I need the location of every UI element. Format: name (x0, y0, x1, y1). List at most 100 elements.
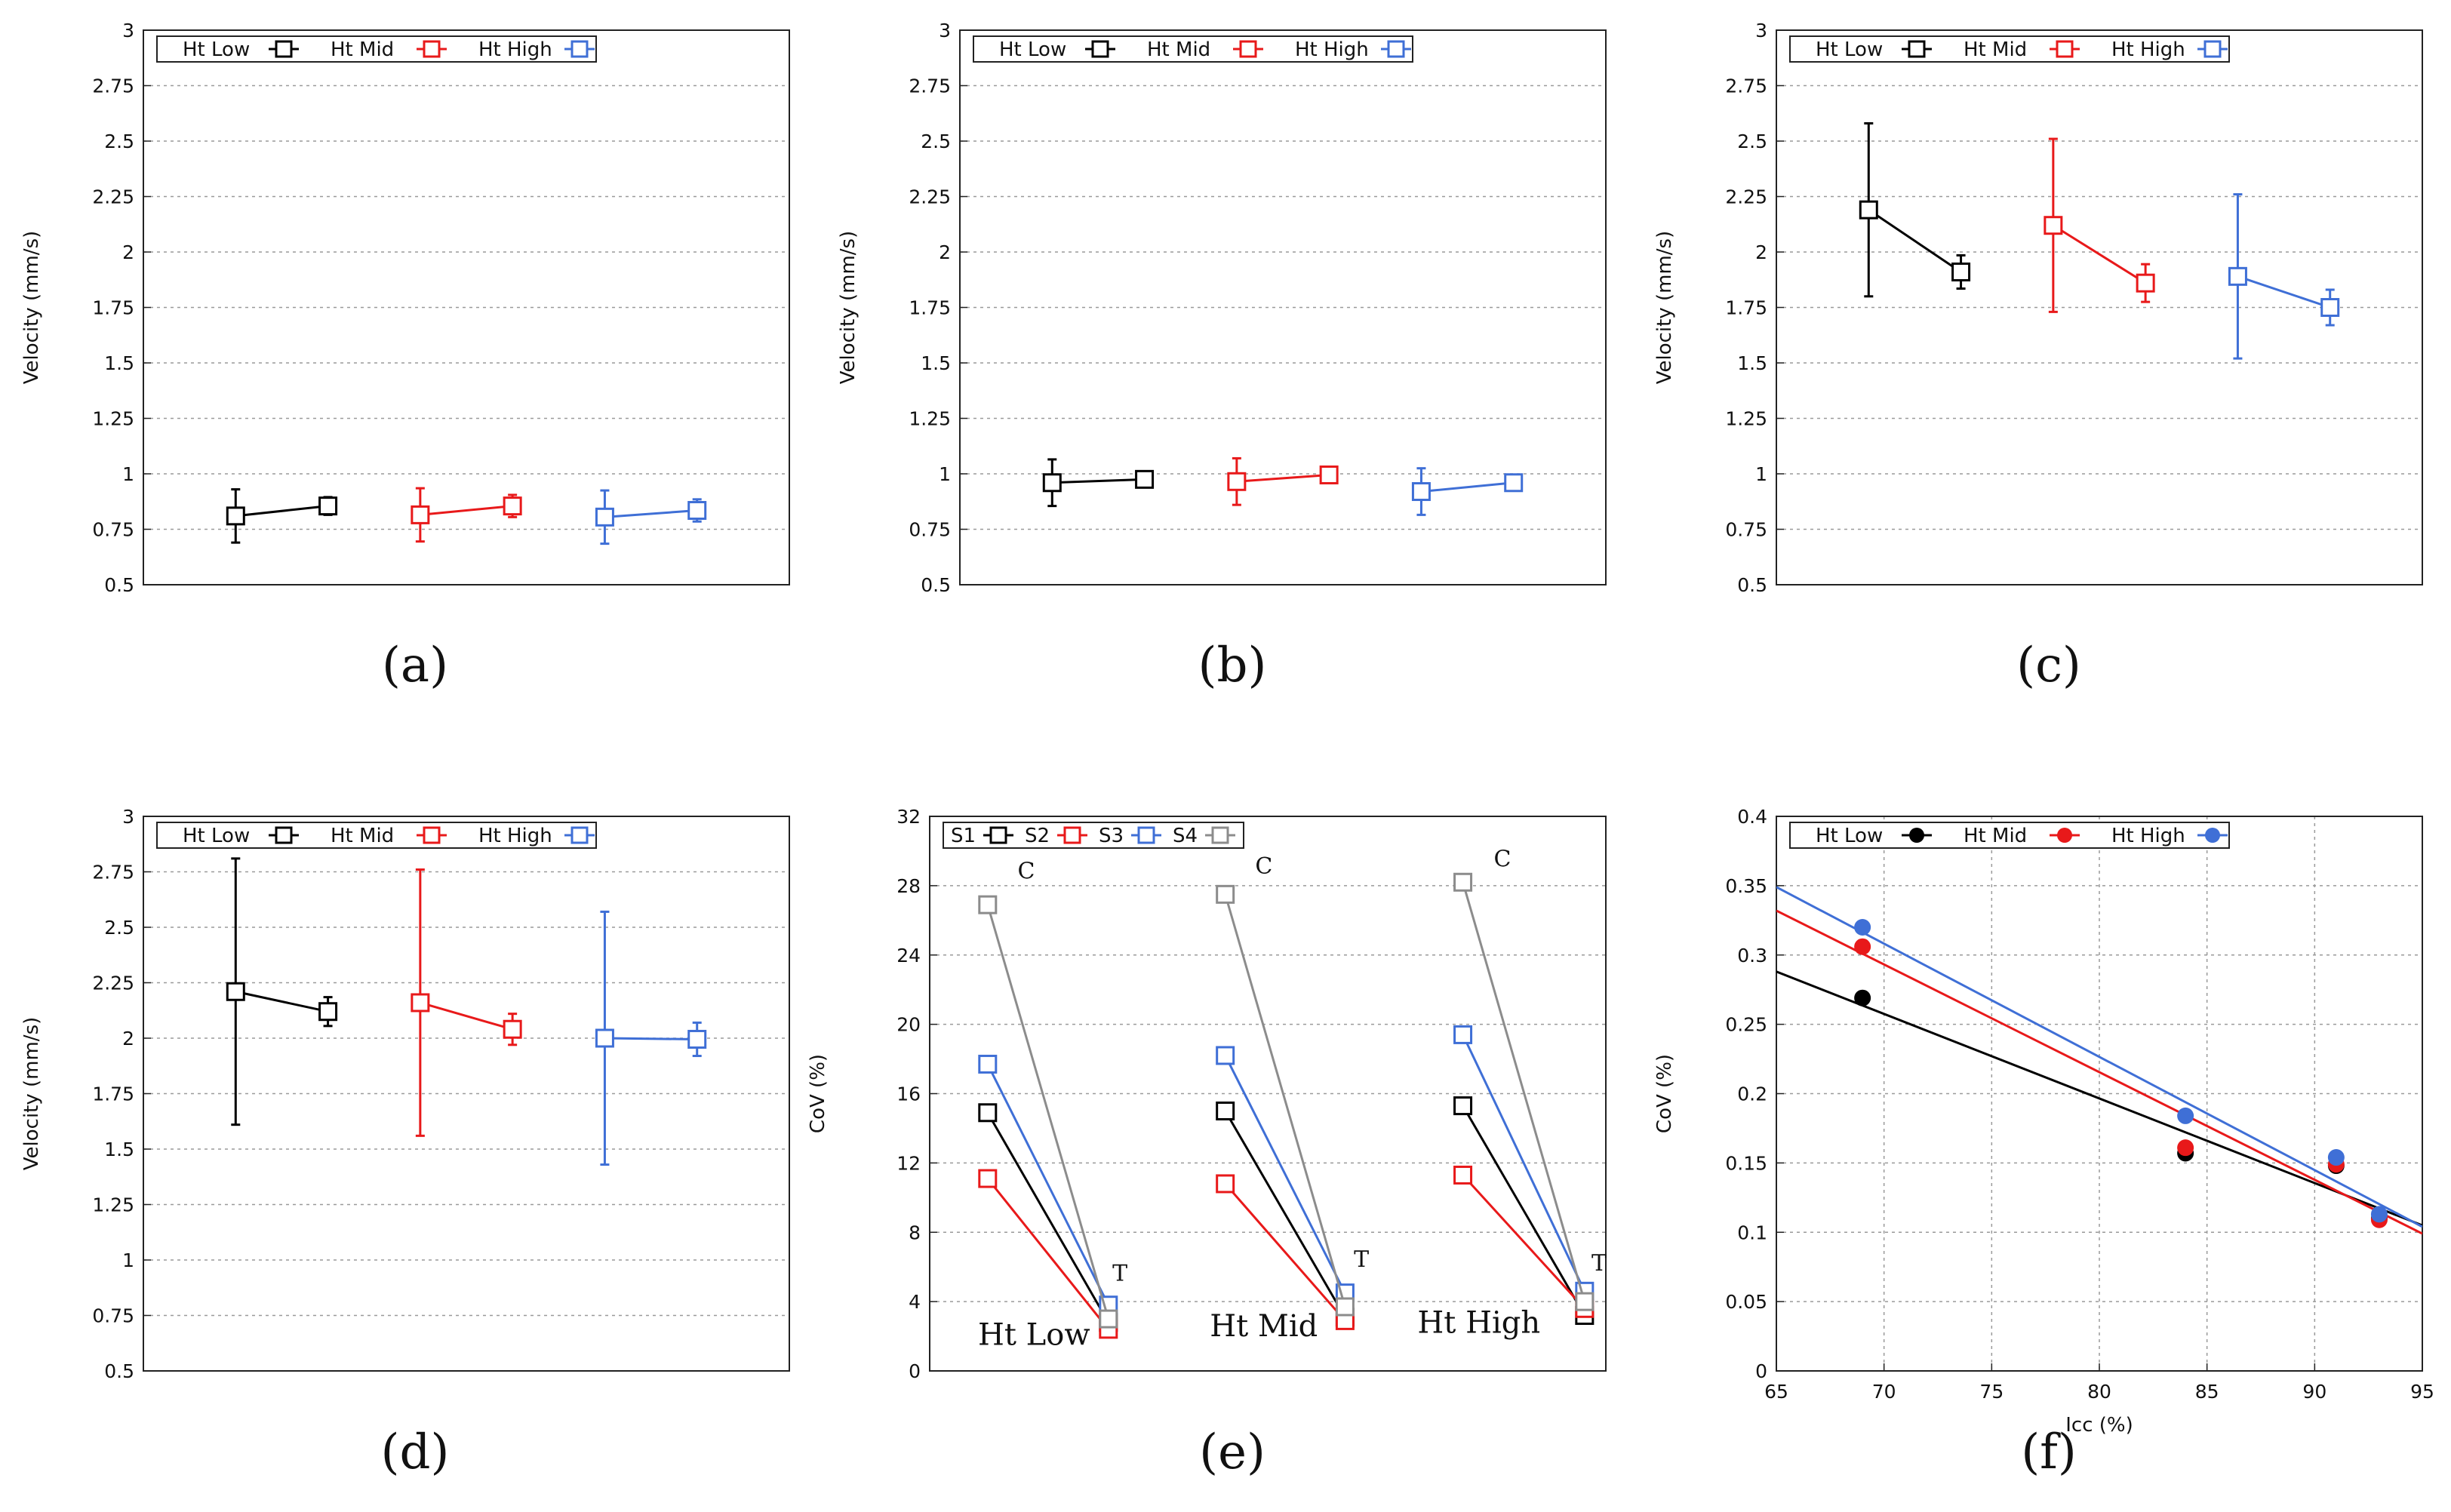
series-line (1462, 1105, 1586, 1317)
series-line (420, 505, 513, 516)
y-tick-label: 24 (896, 945, 921, 967)
y-tick-label: 0.5 (104, 574, 134, 596)
data-point (2370, 1206, 2388, 1223)
plot-frame (959, 29, 1607, 585)
plot-frame (1776, 29, 2423, 585)
annotation-label: C (1494, 847, 1512, 873)
legend-swatch-marker (2203, 40, 2222, 58)
y-tick-label: 0.75 (909, 519, 951, 541)
series-ht-high (1776, 886, 2422, 1228)
panel-caption: (b) (1198, 638, 1267, 693)
y-tick-label: 0.3 (1737, 945, 1767, 967)
data-point (1859, 200, 1878, 220)
legend-swatch-marker (570, 40, 589, 58)
data-point (2228, 266, 2247, 286)
data-point (503, 1019, 522, 1039)
legend-label: Ht Low (183, 825, 250, 847)
y-tick-label: 2 (939, 241, 951, 263)
legend-swatch-marker (275, 40, 293, 58)
legend-label: Ht Mid (1147, 38, 1210, 61)
series-ht-high (595, 910, 707, 1166)
series-ht-low (226, 488, 338, 544)
series-line (986, 1063, 1110, 1306)
x-tick-label: 70 (1872, 1381, 1896, 1403)
plot-frame (1776, 816, 2423, 1372)
legend-swatch-marker (275, 826, 293, 844)
series-line (2053, 224, 2146, 284)
y-tick-label: 2 (122, 1028, 134, 1049)
y-tick-label: 0 (1755, 1360, 1767, 1382)
series-line (1236, 473, 1330, 483)
y-tick-label: 0.25 (1725, 1014, 1767, 1036)
panel-f: 0 0.05 0.1 0.15 0.2 0.25 0.3 0.35 0.4 65 70 75 80 85 9… (1653, 806, 2434, 1480)
series-line (235, 505, 328, 518)
y-tick-label: 3 (1755, 20, 1767, 41)
series-line (2237, 275, 2331, 309)
x-tick-label: 65 (1764, 1381, 1788, 1403)
series-ht-low (1042, 458, 1155, 508)
plot-frame (143, 29, 790, 585)
legend-label: Ht Low (1816, 825, 1883, 847)
data-point (2177, 1107, 2194, 1124)
y-axis-label: Velocity (mm/s) (20, 231, 43, 385)
data-point (1335, 1297, 1355, 1317)
data-point (978, 1103, 998, 1123)
series-ht-low (1859, 121, 1971, 298)
y-tick-label: 2.75 (909, 75, 951, 97)
legend-label: Ht Low (1816, 38, 1883, 61)
legend-box (156, 822, 597, 849)
y-tick-label: 2.5 (921, 131, 951, 152)
y-tick-label: 1.25 (909, 408, 951, 430)
y-tick-label: 12 (896, 1152, 921, 1174)
legend-label: Ht Mid (1964, 38, 2027, 61)
panel-e: 0 4 8 12 16 20 24 28 32 CoV (%) C T C T C T Ht Low Ht Mid… (807, 806, 1607, 1480)
y-tick-label: 3 (122, 806, 134, 828)
y-tick-label: 2.75 (92, 75, 134, 97)
panel-b: 0.5 0.75 1 1.25 1.5 1.75 2 2.25 2.5 2.75 3 Velocity… (837, 20, 1607, 693)
y-tick-label: 32 (896, 806, 921, 828)
y-tick-label: 2.5 (1737, 131, 1767, 152)
data-point (318, 1002, 338, 1022)
y-tick-label: 1.25 (1725, 408, 1767, 430)
series-ht-mid (1227, 456, 1339, 506)
series-ht-mid (411, 487, 522, 543)
series-ht-mid (411, 868, 522, 1137)
y-tick-label: 0.4 (1737, 806, 1767, 828)
y-tick-label: 1.5 (104, 1139, 134, 1160)
data-point (687, 1029, 707, 1049)
y-tick-label: 2.25 (909, 186, 951, 208)
y-tick-label: 0.75 (92, 519, 134, 541)
y-tick-label: 2.5 (104, 131, 134, 152)
data-point (1099, 1309, 1118, 1329)
y-axis-label: Velocity (mm/s) (20, 1017, 43, 1171)
legend-label: S1 (951, 825, 976, 847)
y-tick-label: 20 (896, 1014, 921, 1036)
panel-caption: (f) (2021, 1424, 2077, 1480)
legend-swatch-marker (423, 826, 441, 844)
legend-label: Ht Mid (331, 38, 394, 61)
data-point (1854, 938, 1871, 955)
data-point (1042, 473, 1062, 493)
legend-swatch-marker (989, 826, 1007, 844)
y-tick-label: 1 (122, 1249, 134, 1271)
legend: Ht Low Ht Mid Ht High (156, 35, 597, 63)
legend-swatch-marker (1387, 40, 1405, 58)
panel-caption: (a) (382, 638, 448, 693)
legend-label: Ht High (1295, 38, 1369, 61)
series-line (1868, 208, 1962, 273)
legend-label: Ht Mid (331, 825, 394, 847)
y-tick-label: 1.75 (92, 1083, 134, 1105)
y-tick-label: 0.75 (92, 1305, 134, 1327)
plot-frame (929, 816, 1607, 1372)
series-line (1224, 893, 1346, 1308)
legend-box (973, 35, 1413, 63)
y-axis-label: CoV (%) (807, 1054, 829, 1133)
series-ht-low (1776, 970, 2422, 1227)
series-line (1462, 881, 1586, 1302)
trend-line (1776, 970, 2422, 1227)
legend: Ht Low Ht Mid Ht High (1789, 822, 2230, 849)
legend-box (1789, 35, 2230, 63)
y-tick-label: 1.5 (104, 352, 134, 374)
data-point (1411, 482, 1431, 502)
